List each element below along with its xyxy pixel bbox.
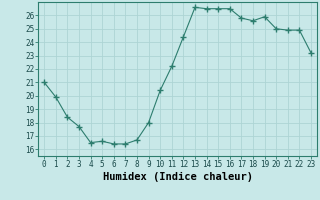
X-axis label: Humidex (Indice chaleur): Humidex (Indice chaleur) (103, 172, 252, 182)
